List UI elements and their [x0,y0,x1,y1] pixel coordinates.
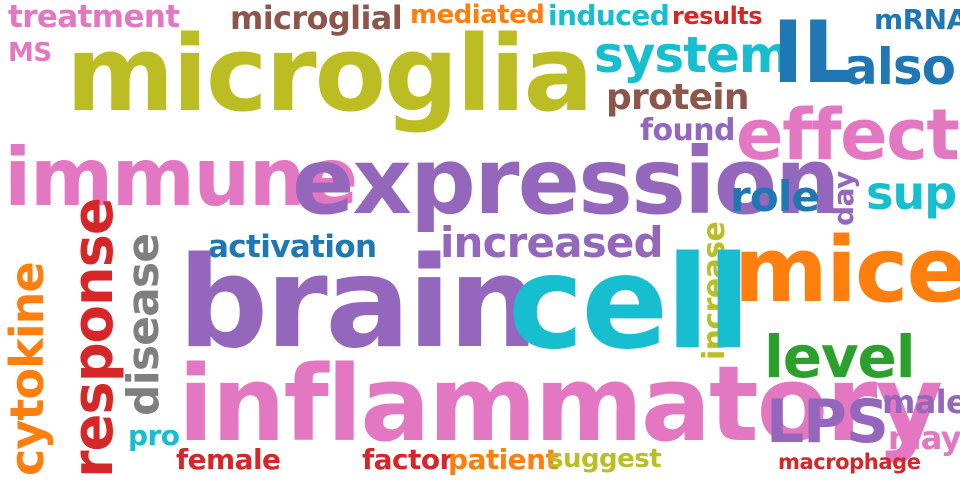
word-microglial: microglial [230,0,403,37]
word-mice: mice [734,218,960,323]
word-macrophage: macrophage [778,450,921,474]
word-inflammatory: inflammatory [178,343,943,465]
word-system: system [594,26,791,84]
word-level: level [764,323,916,391]
word-immune: immune [4,131,358,224]
word-mrna: mRNA [874,3,960,36]
word-cell: cell [508,229,751,378]
word-induced: induced [548,0,670,32]
word-sup: sup [866,166,957,220]
word-response: response [61,198,126,478]
word-protein: protein [606,77,750,118]
word-may: may [888,419,960,457]
word-activation: activation [208,229,377,265]
word-effect: effect [736,94,960,176]
word-cytokine: cytokine [0,262,54,476]
word-patient: patient [448,443,559,476]
word-pro: pro [128,419,180,452]
word-lps: LPS [766,387,889,457]
word-found: found [640,113,735,148]
word-expression: expression [292,128,841,235]
word-suggest: suggest [548,444,662,474]
word-male: male [882,383,960,421]
word-mediated: mediated [410,0,545,30]
word-results: results [672,2,763,30]
word-microglia: microglia [66,13,594,135]
word-treatment: treatment [8,0,180,35]
word-factor: factor [362,443,453,476]
word-ms: MS [8,38,52,68]
word-il: IL [772,3,857,103]
word-increased: increased [440,218,664,267]
word-brain: brain [178,229,538,376]
word-also: also [844,38,956,96]
word-disease: disease [118,233,169,416]
word-role: role [730,172,820,221]
word-female: female [176,443,281,476]
